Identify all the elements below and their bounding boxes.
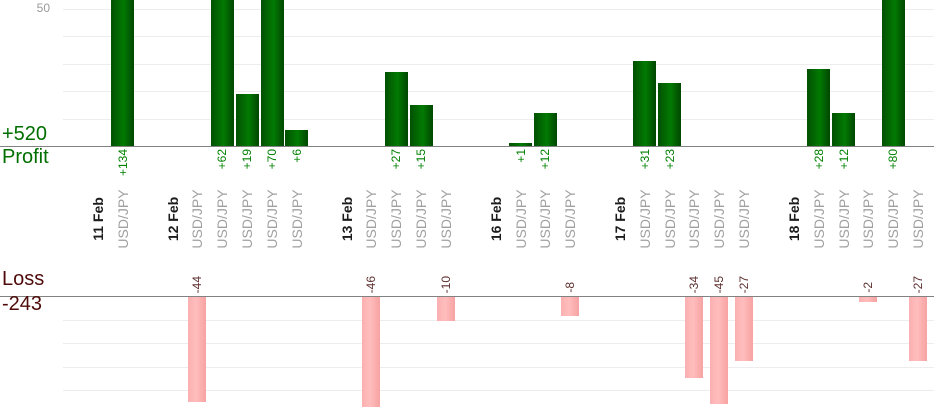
date-label: 17 Feb: [611, 196, 628, 242]
loss-value-label: -8: [563, 282, 578, 293]
pair-label: USD/JPY: [736, 189, 753, 249]
profit-bar: [235, 93, 259, 147]
loss-value-label: -45: [712, 275, 727, 293]
loss-section-label: Loss: [2, 268, 45, 290]
profit-value-label: +28: [811, 149, 826, 170]
date-label: 13 Feb: [338, 196, 355, 242]
pair-label: USD/JPY: [686, 189, 703, 249]
profit-bar: [832, 113, 855, 146]
loss-bar: [710, 297, 729, 405]
date-label: 11 Feb: [90, 197, 106, 241]
profit-value-label: +12: [836, 149, 851, 170]
pair-label: USD/JPY: [910, 189, 927, 249]
pair-label: USD/JPY: [363, 189, 380, 249]
loss-bar: [561, 297, 580, 316]
profit-total-value: +520: [2, 123, 48, 145]
gridline: [63, 8, 934, 10]
profit-bar: [409, 104, 433, 147]
profit-bar: [807, 69, 831, 146]
loss-bar: [188, 297, 207, 402]
profit-value-label: +27: [389, 149, 404, 170]
pair-label: USD/JPY: [835, 189, 852, 249]
profit-bar: [111, 0, 135, 146]
gridline: [63, 319, 934, 321]
profit-bar: [260, 0, 284, 146]
loss-bar: [436, 297, 455, 321]
pair-label: USD/JPY: [437, 189, 454, 249]
date-label: 18 Feb: [785, 196, 802, 242]
loss-value-label: -27: [911, 275, 926, 293]
profit-value-label: +62: [215, 149, 230, 170]
profit-value-label: +19: [240, 149, 255, 170]
profit-value-label: +1: [513, 149, 528, 163]
pair-label: USD/JPY: [214, 189, 231, 249]
loss-value-label: -10: [438, 275, 453, 293]
pair-label: USD/JPY: [860, 189, 877, 249]
gridline: [63, 91, 934, 92]
loss-value-label: -34: [687, 275, 702, 293]
gridline: [63, 366, 934, 368]
date-label: 12 Feb: [164, 196, 181, 242]
profit-bar: [285, 129, 309, 146]
pair-label: USD/JPY: [413, 189, 430, 249]
loss-bar: [909, 297, 928, 362]
loss-total-value: -243: [2, 293, 43, 315]
pair-label: USD/JPY: [388, 189, 405, 249]
profit-bar: [533, 113, 557, 146]
loss-bar: [859, 297, 878, 302]
loss-value-label: -46: [364, 275, 379, 293]
pair-label: USD/JPY: [114, 189, 131, 249]
profit-axis-line: [0, 146, 934, 147]
gridline: [63, 118, 934, 120]
pair-label: USD/JPY: [885, 189, 902, 249]
pair-label: USD/JPY: [264, 189, 280, 249]
loss-value-label: -44: [190, 275, 205, 293]
loss-value-label: -2: [861, 282, 876, 293]
gridline: [63, 36, 934, 37]
loss-bar: [362, 297, 381, 407]
gridline: [63, 63, 934, 65]
pair-label: USD/JPY: [810, 189, 827, 249]
loss-bar: [735, 297, 754, 362]
profit-value-label: +6: [289, 149, 304, 163]
profit-value-label: +15: [414, 149, 429, 170]
profit-bar: [210, 0, 234, 146]
date-label: 16 Feb: [487, 196, 504, 242]
profit-bar: [384, 71, 408, 147]
gridline: [63, 390, 934, 392]
pair-label: USD/JPY: [636, 189, 653, 249]
profit-bar: [633, 60, 657, 147]
profit-value-label: +31: [637, 149, 652, 170]
profit-value-label: +134: [115, 149, 130, 177]
loss-axis-line: [0, 296, 934, 297]
profit-value-label: +23: [662, 149, 677, 170]
pair-label: USD/JPY: [562, 189, 579, 249]
pair-label: USD/JPY: [189, 189, 206, 249]
profit-bar: [881, 0, 905, 146]
profit-value-label: +80: [886, 149, 901, 170]
loss-bar: [685, 297, 704, 378]
profit-section-label: Profit: [2, 146, 49, 168]
pair-label: USD/JPY: [512, 189, 529, 249]
pair-label: USD/JPY: [537, 189, 554, 249]
pair-label: USD/JPY: [711, 189, 728, 249]
profit-value-label: +12: [538, 149, 553, 170]
pair-label: USD/JPY: [239, 189, 256, 249]
profit-value-label: +70: [265, 149, 279, 170]
loss-value-label: -27: [737, 275, 752, 293]
y-axis-tick-label: 50: [36, 1, 50, 15]
profit-bar: [509, 143, 532, 147]
profit-bar: [658, 82, 682, 147]
pair-label: USD/JPY: [661, 189, 678, 249]
pair-label: USD/JPY: [288, 189, 305, 249]
gridline: [63, 343, 934, 345]
